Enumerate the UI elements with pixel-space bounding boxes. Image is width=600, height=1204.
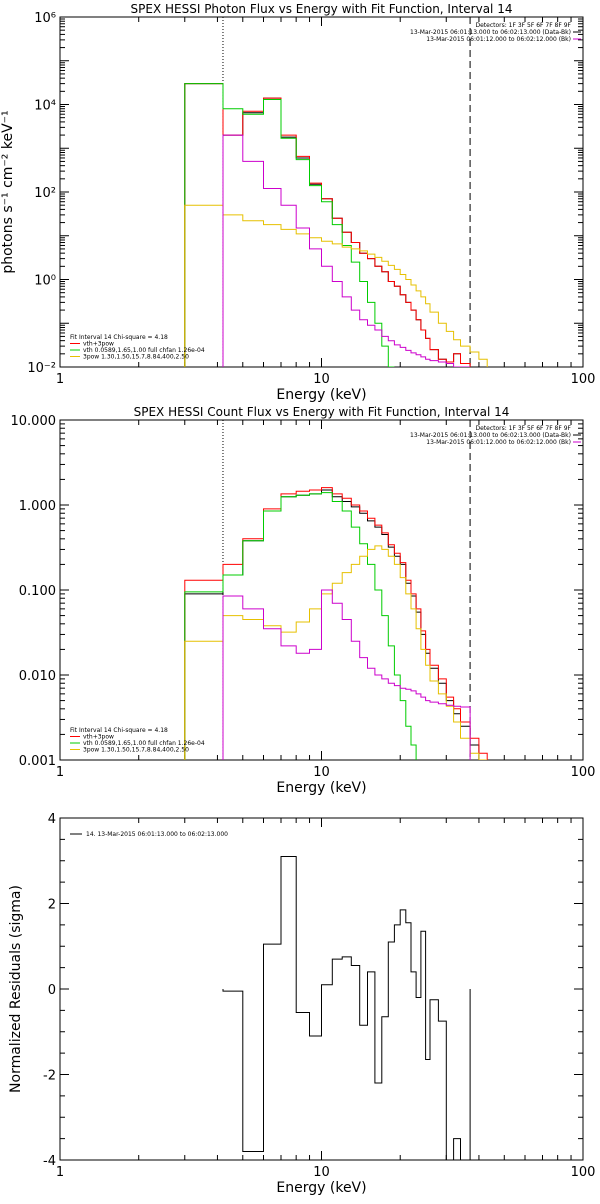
- x-tick-label: 10: [313, 765, 330, 780]
- series-3pow: [184, 204, 488, 367]
- y-tick-label: 10⁻²: [27, 361, 56, 376]
- y-tick-label: 0.010: [19, 669, 56, 684]
- plot-area: [184, 83, 488, 367]
- x-tick-label: 100: [571, 765, 596, 780]
- y-axis-label: Normalized Residuals (sigma): [8, 885, 24, 1093]
- legend-left-line: 3pow 1.30,1.50,15.7,8.84,400,2.50: [83, 354, 189, 361]
- legend-left-line: vth 0.0589,1.65,1.00 full chfan 1.26e-04: [83, 740, 205, 747]
- legend-left-line: Fit Interval 14 Chi-square = 4.18: [70, 334, 168, 341]
- legend-right-line: Detectors: 1F 3F 5F 6F 7F 8F 9F: [475, 425, 571, 432]
- legend-left-line: vth+3pow: [83, 341, 114, 348]
- legend-right-line: 13-Mar-2015 06:01:13.000 to 06:02:13.000…: [410, 432, 571, 439]
- legend-right-line: 13-Mar-2015 06:01:12.000 to 06:02:12.000…: [426, 439, 571, 446]
- y-tick-label: 0: [48, 983, 56, 998]
- chart-title: SPEX HESSI Count Flux vs Energy with Fit…: [134, 405, 510, 419]
- y-tick-label: 0.100: [19, 584, 56, 599]
- y-tick-label: 10⁶: [34, 11, 56, 26]
- series-vth-3pow: [184, 487, 488, 760]
- chart-title: SPEX HESSI Photon Flux vs Energy with Fi…: [131, 2, 513, 16]
- y-axis-label: photons s⁻¹ cm⁻² keV⁻¹: [0, 110, 16, 273]
- chart-panel-2: SPEX HESSI Count Flux vs Energy with Fit…: [11, 405, 596, 796]
- x-axis-label: Energy (keV): [276, 387, 366, 403]
- series-3pow: [184, 545, 488, 760]
- x-tick-label: 1: [56, 1165, 64, 1180]
- plot-area: [184, 487, 488, 760]
- legend-left-line: vth+3pow: [83, 734, 114, 741]
- legend-text: 14. 13-Mar-2015 06:01:13.000 to 06:02:13…: [86, 831, 228, 838]
- y-tick-label: -4: [43, 1154, 56, 1169]
- series-residuals: [222, 856, 471, 1160]
- legend-right-line: Detectors: 1F 3F 5F 6F 7F 8F 9F: [475, 22, 571, 29]
- x-tick-label: 1: [56, 372, 64, 387]
- y-tick-label: 10²: [34, 186, 56, 201]
- y-tick-label: 1.000: [19, 499, 56, 514]
- x-tick-label: 1: [56, 765, 64, 780]
- x-tick-label: 10: [313, 1165, 330, 1180]
- y-tick-label: 4: [48, 812, 56, 827]
- x-axis-label: Energy (keV): [276, 1180, 366, 1196]
- series-data-bk: [184, 83, 471, 367]
- series-vth-3pow: [184, 83, 471, 367]
- x-axis-label: Energy (keV): [276, 780, 366, 796]
- x-tick-label: 100: [571, 372, 596, 387]
- y-tick-label: 0.001: [19, 754, 56, 769]
- legend-left-line: 3pow 1.30,1.50,15.7,8.84,400,2.50: [83, 747, 189, 754]
- legend-right-line: 13-Mar-2015 06:01:13.000 to 06:02:13.000…: [410, 29, 571, 36]
- x-tick-label: 10: [313, 372, 330, 387]
- series-bk: [222, 134, 471, 367]
- legend-right-line: 13-Mar-2015 06:01:12.000 to 06:02:12.000…: [426, 36, 571, 43]
- series-data-bk: [184, 489, 488, 760]
- x-tick-label: 100: [571, 1165, 596, 1180]
- chart-panel-3: 1 10 100 Energy (keV) -4 -2 0 2 4 Normalized Resi…: [8, 812, 595, 1196]
- y-tick-label: 10⁰: [34, 274, 56, 289]
- y-tick-label: 10⁴: [34, 99, 56, 114]
- series-vth: [184, 83, 395, 367]
- chart-panel-1: SPEX HESSI Photon Flux vs Energy with Fi…: [0, 2, 595, 403]
- series-bk: [222, 589, 471, 760]
- legend-left-line: Fit Interval 14 Chi-square = 4.18: [70, 727, 168, 734]
- series-vth: [184, 492, 417, 760]
- legend-left-line: vth 0.0589,1.65,1.00 full chfan 1.26e-04: [83, 347, 205, 354]
- plot-area: [222, 856, 471, 1160]
- y-tick-label: -2: [43, 1069, 56, 1084]
- y-tick-label: 10.000: [11, 414, 57, 429]
- y-tick-label: 2: [48, 898, 56, 913]
